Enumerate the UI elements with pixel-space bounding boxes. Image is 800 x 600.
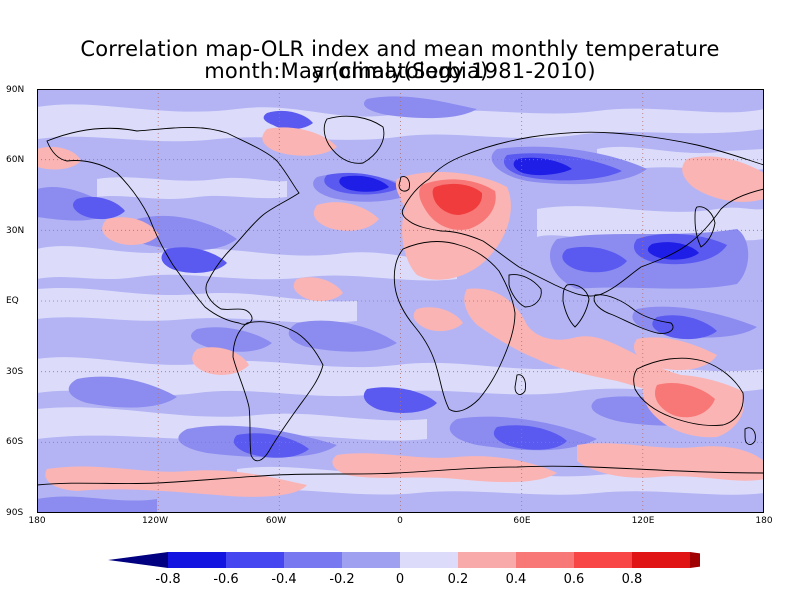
colorbar-cell <box>400 552 458 568</box>
colorbar-cell <box>574 552 632 568</box>
colorbar-cell <box>168 552 226 568</box>
strong-positive-field <box>432 183 483 215</box>
colorbar-cell <box>632 552 690 568</box>
lon-tick-180w: 180 <box>28 516 46 526</box>
lon-tick-0: 0 <box>397 516 403 526</box>
colorbar-label-neg04: -0.4 <box>271 572 297 587</box>
colorbar-label-neg06: -0.6 <box>213 572 239 587</box>
lon-tick-180e: 180 <box>755 516 773 526</box>
colorbar-cell <box>342 552 400 568</box>
map-frame <box>37 89 764 513</box>
colorbar-label-neg02: -0.2 <box>329 572 355 587</box>
colorbar-cell <box>516 552 574 568</box>
lon-tick-120w: 120W <box>141 516 169 526</box>
colorbar-label-pos06: 0.6 <box>563 572 585 587</box>
lat-tick-60s: 60S <box>6 437 24 447</box>
map-title-line2: month:May (climatology 1981-2010) <box>204 59 596 83</box>
lat-tick-eq: EQ <box>6 296 19 306</box>
correlation-map <box>37 89 764 513</box>
lat-tick-30n: 30N <box>6 226 25 236</box>
lon-tick-60w: 60W <box>265 516 287 526</box>
lat-tick-90s: 90S <box>6 508 24 518</box>
colorbar-label-pos08: 0.8 <box>621 572 643 587</box>
colorbar-arrow-high <box>690 552 700 568</box>
colorbar-arrow-low <box>108 552 168 568</box>
gridlines <box>37 89 764 513</box>
strong-negative-field <box>339 157 699 260</box>
colorbar-label-neg08: -0.8 <box>155 572 181 587</box>
colorbar-cell <box>458 552 516 568</box>
lat-tick-60n: 60N <box>6 155 25 165</box>
coastlines <box>37 115 764 486</box>
lon-tick-60e: 60E <box>513 516 531 526</box>
colorbar-cell <box>284 552 342 568</box>
colorbar-label-pos02: 0.2 <box>447 572 469 587</box>
colorbar-label-0: 0 <box>395 572 405 587</box>
lat-tick-30s: 30S <box>6 367 24 377</box>
colorbar-label-pos04: 0.4 <box>505 572 527 587</box>
lon-tick-120e: 120E <box>631 516 655 526</box>
colorbar-cell <box>226 552 284 568</box>
map-title-line1: Correlation map-OLR index and mean month… <box>80 37 720 83</box>
lat-tick-90n: 90N <box>6 85 25 95</box>
colorbar <box>108 552 700 568</box>
